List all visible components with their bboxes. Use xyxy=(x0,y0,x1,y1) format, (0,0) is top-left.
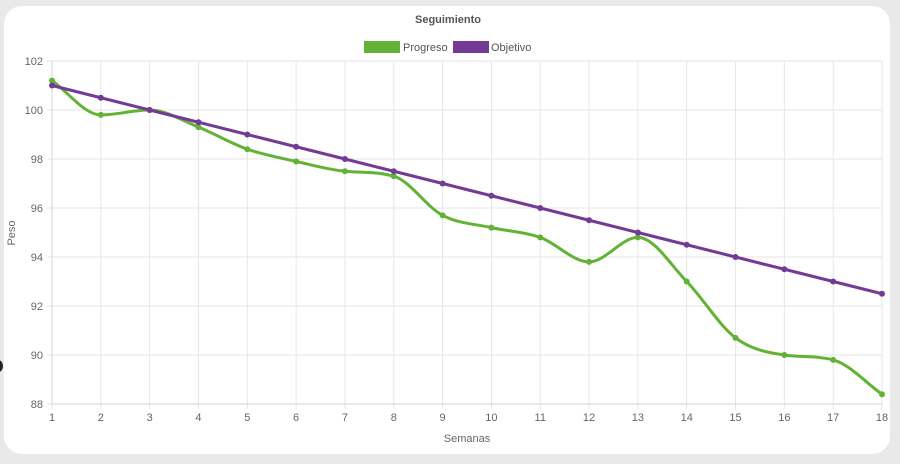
x-tick-label: 10 xyxy=(485,412,497,424)
data-point[interactable] xyxy=(586,258,593,265)
series-objetivo xyxy=(49,82,885,297)
chart-title: Seguimiento xyxy=(415,14,481,26)
data-point[interactable] xyxy=(244,146,251,153)
x-tick-label: 18 xyxy=(876,412,888,424)
legend: Progreso Objetivo xyxy=(364,41,531,54)
edge-dot xyxy=(0,360,3,372)
data-point[interactable] xyxy=(537,234,544,241)
y-tick-label: 90 xyxy=(31,350,43,362)
series-progreso xyxy=(49,77,885,398)
data-point[interactable] xyxy=(341,156,348,162)
data-point[interactable] xyxy=(781,352,788,358)
data-point[interactable] xyxy=(781,266,788,273)
data-point[interactable] xyxy=(830,278,837,285)
data-point[interactable] xyxy=(49,77,55,84)
y-tick-label: 92 xyxy=(31,301,43,313)
data-point[interactable] xyxy=(879,290,885,297)
x-tick-label: 5 xyxy=(244,412,250,424)
x-tick-label: 9 xyxy=(440,412,446,424)
series-line xyxy=(51,79,883,396)
data-point[interactable] xyxy=(634,229,641,236)
data-point[interactable] xyxy=(390,173,397,180)
x-tick-label: 4 xyxy=(195,412,201,424)
data-point[interactable] xyxy=(586,217,593,224)
data-point[interactable] xyxy=(49,82,55,89)
data-point[interactable] xyxy=(293,158,300,165)
x-tick-label: 15 xyxy=(729,412,741,424)
data-point[interactable] xyxy=(439,212,446,219)
data-point[interactable] xyxy=(293,143,300,150)
x-tick-label: 11 xyxy=(535,412,546,424)
data-point[interactable] xyxy=(341,168,348,175)
x-axis-ticks: 1 2 3 4 5 6 7 8 9 10 11 12 13 14 15 16 17 18 xyxy=(49,412,888,424)
x-tick-label: 13 xyxy=(632,412,644,424)
data-point[interactable] xyxy=(244,131,251,138)
data-point[interactable] xyxy=(732,254,739,260)
data-point[interactable] xyxy=(146,107,153,113)
y-axis-ticks: 88 90 92 94 96 98 100 102 xyxy=(25,56,43,411)
data-point[interactable] xyxy=(488,224,495,231)
data-point[interactable] xyxy=(537,205,544,211)
x-tick-label: 1 xyxy=(49,412,55,424)
data-point[interactable] xyxy=(390,168,397,175)
data-point[interactable] xyxy=(195,119,202,126)
data-point[interactable] xyxy=(439,180,446,187)
x-tick-label: 8 xyxy=(391,412,397,424)
data-point[interactable] xyxy=(732,334,739,341)
grid-lines xyxy=(47,60,883,409)
series-lines xyxy=(49,77,885,398)
x-tick-label: 3 xyxy=(147,412,153,424)
data-point[interactable] xyxy=(488,192,495,199)
x-tick-label: 14 xyxy=(681,412,693,424)
y-tick-label: 98 xyxy=(31,154,43,166)
data-point[interactable] xyxy=(830,356,837,363)
series-line xyxy=(51,84,883,296)
data-point[interactable] xyxy=(97,94,104,101)
data-point[interactable] xyxy=(634,234,641,241)
x-tick-label: 16 xyxy=(778,412,790,424)
x-tick-label: 2 xyxy=(98,412,104,424)
x-tick-label: 12 xyxy=(583,412,595,424)
data-point[interactable] xyxy=(195,124,202,131)
data-point[interactable] xyxy=(683,241,690,248)
y-axis-label: Peso xyxy=(6,220,18,245)
legend-swatch-objetivo[interactable] xyxy=(453,41,489,53)
y-tick-label: 102 xyxy=(25,56,43,68)
legend-label-objetivo[interactable]: Objetivo xyxy=(491,42,531,54)
data-point[interactable] xyxy=(97,111,104,118)
data-point[interactable] xyxy=(879,391,885,398)
x-tick-label: 6 xyxy=(293,412,299,424)
y-tick-label: 88 xyxy=(31,399,43,411)
y-tick-label: 96 xyxy=(31,203,43,215)
chart-card xyxy=(4,6,890,454)
data-point[interactable] xyxy=(683,278,690,285)
x-tick-label: 7 xyxy=(342,412,348,424)
y-tick-label: 94 xyxy=(31,252,43,264)
legend-label-progreso[interactable]: Progreso xyxy=(403,42,448,54)
x-tick-label: 17 xyxy=(827,412,839,424)
x-axis-label: Semanas xyxy=(444,433,491,445)
y-tick-label: 100 xyxy=(25,105,43,117)
legend-swatch-progreso[interactable] xyxy=(364,41,400,53)
